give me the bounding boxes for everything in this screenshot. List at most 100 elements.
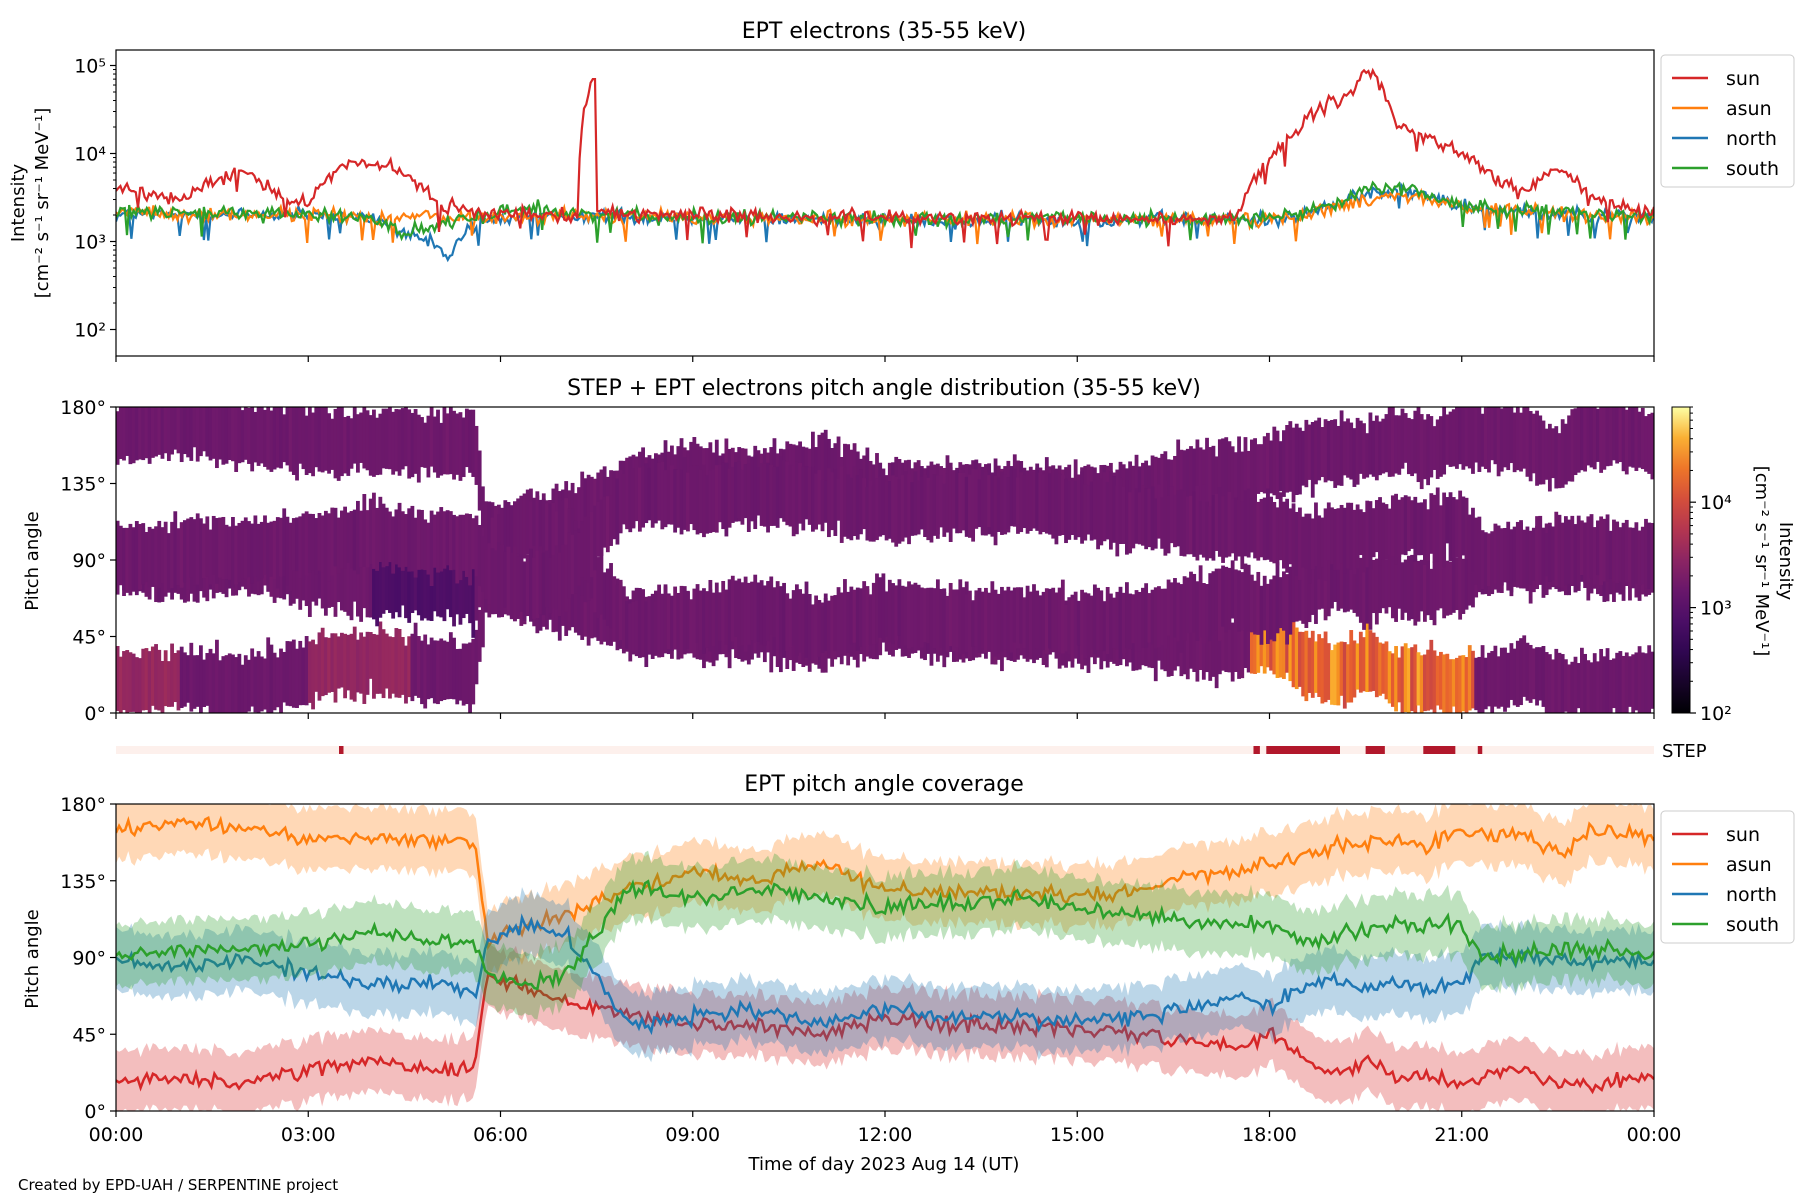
pad-cell [1198,565,1203,638]
pad-cell [1490,531,1495,593]
pad-cell [1480,530,1485,590]
pad-cell [263,409,267,467]
pad-cell [1314,420,1318,485]
band-north [116,887,1654,1063]
pad-cell [336,636,341,689]
pad-cell [721,462,726,530]
pad-cell [1304,419,1309,488]
pad-cell [1330,419,1334,482]
pad-cell [820,479,825,532]
pad-cell [637,467,642,532]
pad-cell [266,522,271,575]
pad-cell [304,415,309,476]
pad-cell [1000,471,1004,535]
pad-cell [1515,407,1520,471]
pad-cell [817,434,822,500]
pad-cell [349,633,354,700]
pad-cell [679,585,684,659]
step-segment [1423,746,1456,754]
pad-cell [1467,645,1472,711]
pad-cell [987,475,992,528]
pad-cell [317,407,322,472]
y-tick-label: 90° [72,550,106,572]
pad-cell [596,472,601,531]
pad-cell [1208,608,1213,681]
pad-cell [1384,414,1389,473]
step-bar-background [116,746,1654,754]
pad-cell [1406,555,1411,621]
pad-cell [352,626,357,702]
pad-cell [955,467,959,534]
pad-cell [1147,593,1152,643]
pad-cell [320,627,325,697]
pad-cell [336,407,341,481]
pad-cell [397,559,402,618]
pad-cell [500,507,505,565]
pad-cell [1515,521,1520,588]
pad-cell [1512,412,1517,473]
pad-cell [1563,423,1568,485]
pad-cell [1429,416,1434,478]
intensity-panel: 10² 10³ 10⁴ 10⁵ sun asun north south [74,49,1795,362]
pad-cell [564,544,569,612]
pad-cell [1230,446,1235,510]
pad-cell [1176,439,1181,517]
coverage-panel: 0° 45° 90° 135° 180° 00:00 03:00 06:00 09:00 12:0… [60,794,1795,1146]
pad-cell [692,465,697,531]
pad-cell [1378,497,1382,566]
pad-cell [237,653,242,713]
colorbar-gradient [1671,406,1691,714]
y-tick-label: 135° [60,474,106,496]
pad-cell [1099,478,1104,546]
pad-cell [307,547,312,617]
pad-cell [122,527,126,591]
pad-cell [1349,630,1354,703]
pad-cell [1471,544,1475,608]
pad-cell [1057,587,1062,653]
pad-cell [1044,588,1049,654]
pad-cell [1060,475,1065,532]
y-tick-label: 135° [60,871,106,893]
pad-cell [1371,559,1376,614]
pad-cell [388,548,392,613]
pad-cell [407,550,412,623]
pad-cell [1346,552,1350,612]
pad-cell [525,556,530,615]
pad-cell [599,499,604,556]
pad-cell [365,510,370,568]
pad-cell [1307,513,1312,584]
pad-cell [1624,409,1629,475]
pad-cell [362,636,367,704]
pad-cell [1368,501,1373,570]
pad-cell [384,560,389,611]
pad-cell [1432,650,1437,713]
pad-cell [919,587,924,648]
pad-cell [275,407,280,468]
pad-cell [378,413,383,475]
pad-cell [1320,517,1325,568]
pad-cell [782,460,786,522]
pad-cell [778,456,783,519]
pad-cell [1121,592,1126,654]
pad-cell [891,475,895,543]
pad-cell [1390,653,1395,707]
intensity-colorbar: 10² 10³ 10⁴ [1671,406,1732,725]
pad-cell [929,587,934,646]
pad-cell [1214,456,1219,511]
pad-cell [1580,520,1584,576]
pad-cell [1509,529,1514,593]
pad-panel-title: STEP + EPT electrons pitch angle distrib… [567,376,1201,401]
pad-cell [170,407,174,455]
pad-cell [1304,564,1309,628]
series-line-south [116,180,1654,244]
pad-cell [1522,529,1527,589]
pad-cell [1413,496,1418,562]
pad-cell [852,466,857,537]
pad-cell [407,409,412,479]
pad-cell [1531,528,1536,581]
pad-cell [131,653,136,712]
pad-cell [968,474,972,538]
pad-cell [147,651,152,713]
pad-cell [259,656,264,712]
pad-cell [801,593,806,654]
